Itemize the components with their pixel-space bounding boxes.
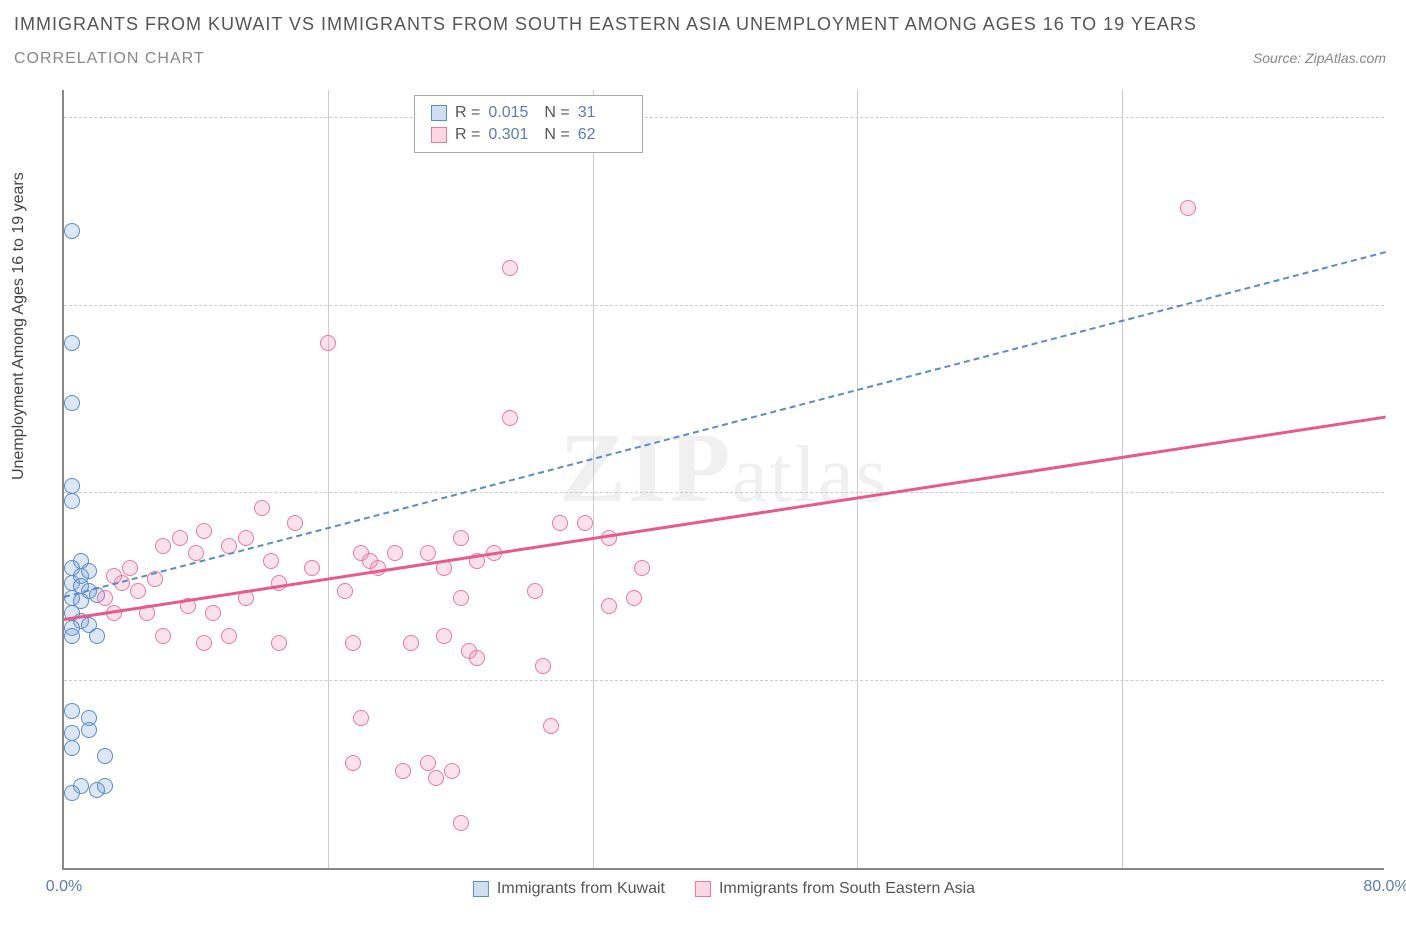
data-point: [444, 763, 460, 779]
legend-item-se-asia: Immigrants from South Eastern Asia: [695, 880, 975, 898]
data-point: [81, 563, 97, 579]
data-point: [552, 515, 568, 531]
data-point: [263, 553, 279, 569]
legend-item-kuwait: Immigrants from Kuwait: [473, 880, 665, 898]
data-point: [64, 335, 80, 351]
swatch-blue-icon: [431, 105, 447, 121]
y-tick-label: 25.0%: [1394, 466, 1406, 484]
data-point: [320, 335, 336, 351]
y-tick-label: 12.5%: [1394, 654, 1406, 672]
series-legend: Immigrants from Kuwait Immigrants from S…: [473, 880, 975, 898]
data-point: [64, 740, 80, 756]
data-point: [89, 782, 105, 798]
data-point: [89, 628, 105, 644]
data-point: [502, 410, 518, 426]
data-point: [453, 590, 469, 606]
data-point: [353, 710, 369, 726]
data-point: [221, 628, 237, 644]
data-point: [420, 545, 436, 561]
data-point: [196, 635, 212, 651]
data-point: [527, 583, 543, 599]
data-point: [535, 658, 551, 674]
data-point: [64, 395, 80, 411]
data-point: [97, 590, 113, 606]
data-point: [1180, 200, 1196, 216]
data-point: [304, 560, 320, 576]
r-value-kuwait: 0.015: [488, 104, 536, 122]
data-point: [81, 722, 97, 738]
chart-title: IMMIGRANTS FROM KUWAIT VS IMMIGRANTS FRO…: [14, 14, 1197, 35]
x-tick-label: 80.0%: [1363, 878, 1406, 896]
data-point: [122, 560, 138, 576]
data-point: [403, 635, 419, 651]
data-point: [543, 718, 559, 734]
data-point: [436, 628, 452, 644]
data-point: [172, 530, 188, 546]
gridline-h: [64, 117, 1384, 118]
data-point: [271, 635, 287, 651]
legend-row-kuwait: R = 0.015 N = 31: [431, 102, 626, 124]
data-point: [577, 515, 593, 531]
gridline-v: [593, 90, 594, 868]
data-point: [238, 530, 254, 546]
data-point: [420, 755, 436, 771]
data-point: [626, 590, 642, 606]
data-point: [64, 223, 80, 239]
data-point: [155, 628, 171, 644]
swatch-pink-icon: [695, 881, 711, 897]
data-point: [453, 815, 469, 831]
data-point: [428, 770, 444, 786]
y-tick-label: 37.5%: [1394, 279, 1406, 297]
y-axis-label: Unemployment Among Ages 16 to 19 years: [10, 172, 28, 480]
legend-label-kuwait: Immigrants from Kuwait: [497, 880, 665, 898]
gridline-v: [1122, 90, 1123, 868]
data-point: [634, 560, 650, 576]
r-value-se-asia: 0.301: [488, 126, 536, 144]
data-point: [387, 545, 403, 561]
data-point: [205, 605, 221, 621]
data-point: [188, 545, 204, 561]
data-point: [97, 748, 113, 764]
gridline-v: [328, 90, 329, 868]
trendline-se-asia: [64, 415, 1386, 620]
data-point: [453, 530, 469, 546]
watermark: ZIPatlas: [559, 410, 888, 525]
data-point: [64, 703, 80, 719]
data-point: [64, 478, 80, 494]
swatch-pink-icon: [431, 127, 447, 143]
data-point: [254, 500, 270, 516]
data-point: [130, 583, 146, 599]
chart-subtitle: CORRELATION CHART: [14, 50, 205, 68]
gridline-h: [64, 680, 1384, 681]
y-tick-label: 50.0%: [1394, 91, 1406, 109]
data-point: [601, 598, 617, 614]
data-point: [502, 260, 518, 276]
data-point: [287, 515, 303, 531]
data-point: [64, 785, 80, 801]
x-tick-label: 0.0%: [46, 878, 82, 896]
gridline-h: [64, 492, 1384, 493]
chart-plot-area: ZIPatlas R = 0.015 N = 31 R = 0.301 N = …: [62, 90, 1384, 870]
n-value-kuwait: 31: [578, 104, 626, 122]
data-point: [469, 650, 485, 666]
n-value-se-asia: 62: [578, 126, 626, 144]
data-point: [345, 755, 361, 771]
data-point: [155, 538, 171, 554]
data-point: [345, 635, 361, 651]
data-point: [64, 725, 80, 741]
data-point: [395, 763, 411, 779]
trendline-kuwait: [64, 251, 1386, 598]
gridline-v: [857, 90, 858, 868]
correlation-legend-box: R = 0.015 N = 31 R = 0.301 N = 62: [414, 95, 643, 153]
data-point: [196, 523, 212, 539]
swatch-blue-icon: [473, 881, 489, 897]
data-point: [337, 583, 353, 599]
legend-label-se-asia: Immigrants from South Eastern Asia: [719, 880, 975, 898]
data-point: [64, 493, 80, 509]
source-credit: Source: ZipAtlas.com: [1253, 50, 1386, 66]
data-point: [64, 628, 80, 644]
legend-row-se-asia: R = 0.301 N = 62: [431, 124, 626, 146]
